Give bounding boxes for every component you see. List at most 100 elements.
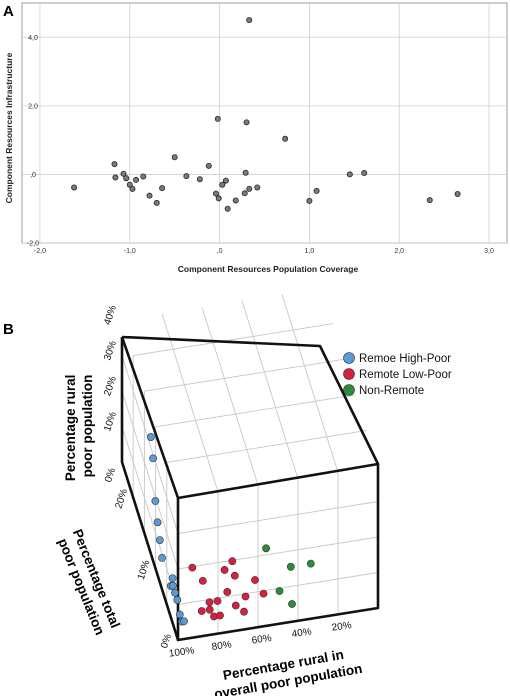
scatter-point [205, 162, 212, 169]
top-face-gridline [241, 300, 299, 479]
scatter-point [153, 199, 160, 206]
scatter-point [361, 170, 368, 177]
scatter-point [240, 607, 248, 616]
scatter-point [306, 197, 313, 204]
scatter-point [133, 176, 140, 183]
panel-b-tick-labels: 100% 80% 60% 40% 20% 0% 10% 20% 0% 10% 20% 30% 40% [102, 304, 352, 660]
panel-a-scatter: -2,0 -1,0 ,0 1,0 2,0 3,0 -2,0 ,0 2,0 4,0 Componen… [4, 2, 508, 274]
scatter-point [230, 571, 239, 580]
scatter-point [173, 596, 182, 604]
scatter-point [171, 588, 179, 597]
scatter-point [146, 433, 155, 441]
panel-a-plot-area [21, 2, 508, 244]
cube-front-face [178, 464, 378, 640]
z-tick-label: 30% [102, 339, 119, 362]
scatter-point [220, 566, 229, 574]
scatter-point [146, 192, 153, 199]
x-tick-label: 80% [211, 639, 232, 653]
legend-marker [343, 368, 355, 380]
z-tick-label: 40% [102, 304, 119, 327]
scatter-point [246, 17, 253, 24]
left-face-gridline [121, 390, 179, 570]
scatter-point [205, 598, 214, 607]
y-axis-label: Percentage total poor population [54, 527, 124, 640]
scatter-point [175, 610, 184, 619]
scatter-point [231, 601, 240, 610]
scatter-point [215, 195, 222, 202]
scatter-point [129, 185, 136, 192]
scatter-point [126, 181, 133, 188]
scatter-point [196, 176, 203, 183]
top-face-gridline [144, 358, 345, 392]
scatter-point [275, 587, 284, 595]
z-axis-label-line2: poor population [80, 375, 95, 478]
scatter-point [158, 553, 166, 562]
top-face-gridline [201, 307, 259, 486]
scatter-point [188, 563, 197, 572]
scatter-point [262, 544, 270, 553]
top-face-gridline [161, 313, 219, 492]
panel-a-letter: A [3, 3, 14, 20]
x-tick-label: 20% [331, 620, 352, 634]
legend-label: Non-Remote [359, 385, 424, 397]
z-tick-label: 0% [103, 467, 118, 484]
panel-b-legend: Remoe High-Poor Remote Low-Poor Non-Remote [343, 352, 452, 397]
scatter-point [214, 115, 221, 122]
scatter-point [313, 187, 320, 194]
z-tick-label: 10% [102, 410, 119, 433]
scatter-point [151, 497, 160, 505]
scatter-point [216, 611, 224, 620]
panel-a-y-axis-label: Component Resources Infrastructure [4, 52, 14, 203]
top-face-gridline [166, 429, 367, 463]
y-tick-label: 4,0 [28, 35, 38, 42]
scatter-point [224, 205, 231, 212]
scatter-point [232, 197, 239, 204]
cube-top-face [122, 337, 378, 498]
y-tick-label: ,0 [30, 172, 36, 179]
panel-a-tick-labels: -2,0 -1,0 ,0 1,0 2,0 3,0 -2,0 ,0 2,0 4,0 [27, 35, 494, 255]
scatter-point [228, 557, 237, 566]
panel-a-gridlines [22, 3, 507, 244]
scatter-point [219, 181, 226, 188]
panel-a-x-axis-label: Component Resources Population Coverage [178, 264, 359, 274]
scatter-point [205, 605, 214, 614]
scatter-point [198, 576, 207, 585]
z-tick-label: 20% [102, 375, 119, 398]
scatter-point [286, 562, 295, 571]
scatter-point [282, 135, 289, 142]
legend-marker [343, 352, 355, 364]
scatter-point [159, 185, 166, 192]
y-tick-label: 20% [113, 488, 130, 511]
top-face-gridline [133, 323, 334, 357]
scatter-point [346, 171, 353, 178]
scatter-point [149, 454, 158, 463]
panel-b-points [146, 433, 315, 626]
x-tick-label: ,0 [217, 248, 223, 255]
scatter-point [123, 175, 130, 182]
scatter-point [71, 184, 78, 191]
y-tick-label: 0% [159, 633, 174, 650]
scatter-point [197, 607, 206, 615]
scatter-point [242, 169, 249, 176]
panel-b-3d-scatter: 100% 80% 60% 40% 20% 0% 10% 20% 0% 10% 20% 30% 40% P… [54, 294, 452, 696]
scatter-point [153, 518, 162, 527]
scatter-point [246, 185, 253, 192]
x-axis-label: Percentage rural in overall poor populat… [210, 644, 363, 696]
x-tick-label: 2,0 [394, 248, 404, 255]
scatter-point [111, 161, 118, 168]
scatter-point [180, 617, 188, 626]
cube-left-face [122, 337, 178, 640]
scatter-point [120, 170, 127, 177]
y-tick-label: -2,0 [27, 241, 39, 248]
legend-label: Remoe High-Poor [359, 353, 451, 365]
x-tick-label: -1,0 [124, 248, 136, 255]
left-face-gridline [121, 355, 179, 534]
scatter-point [454, 190, 461, 197]
scatter-point [241, 592, 250, 601]
scatter-point [241, 190, 248, 197]
front-face-gridline [177, 536, 379, 570]
scatter-point [155, 536, 164, 544]
scatter-point [306, 559, 315, 568]
z-axis-label: Percentage rural poor population [63, 371, 95, 481]
